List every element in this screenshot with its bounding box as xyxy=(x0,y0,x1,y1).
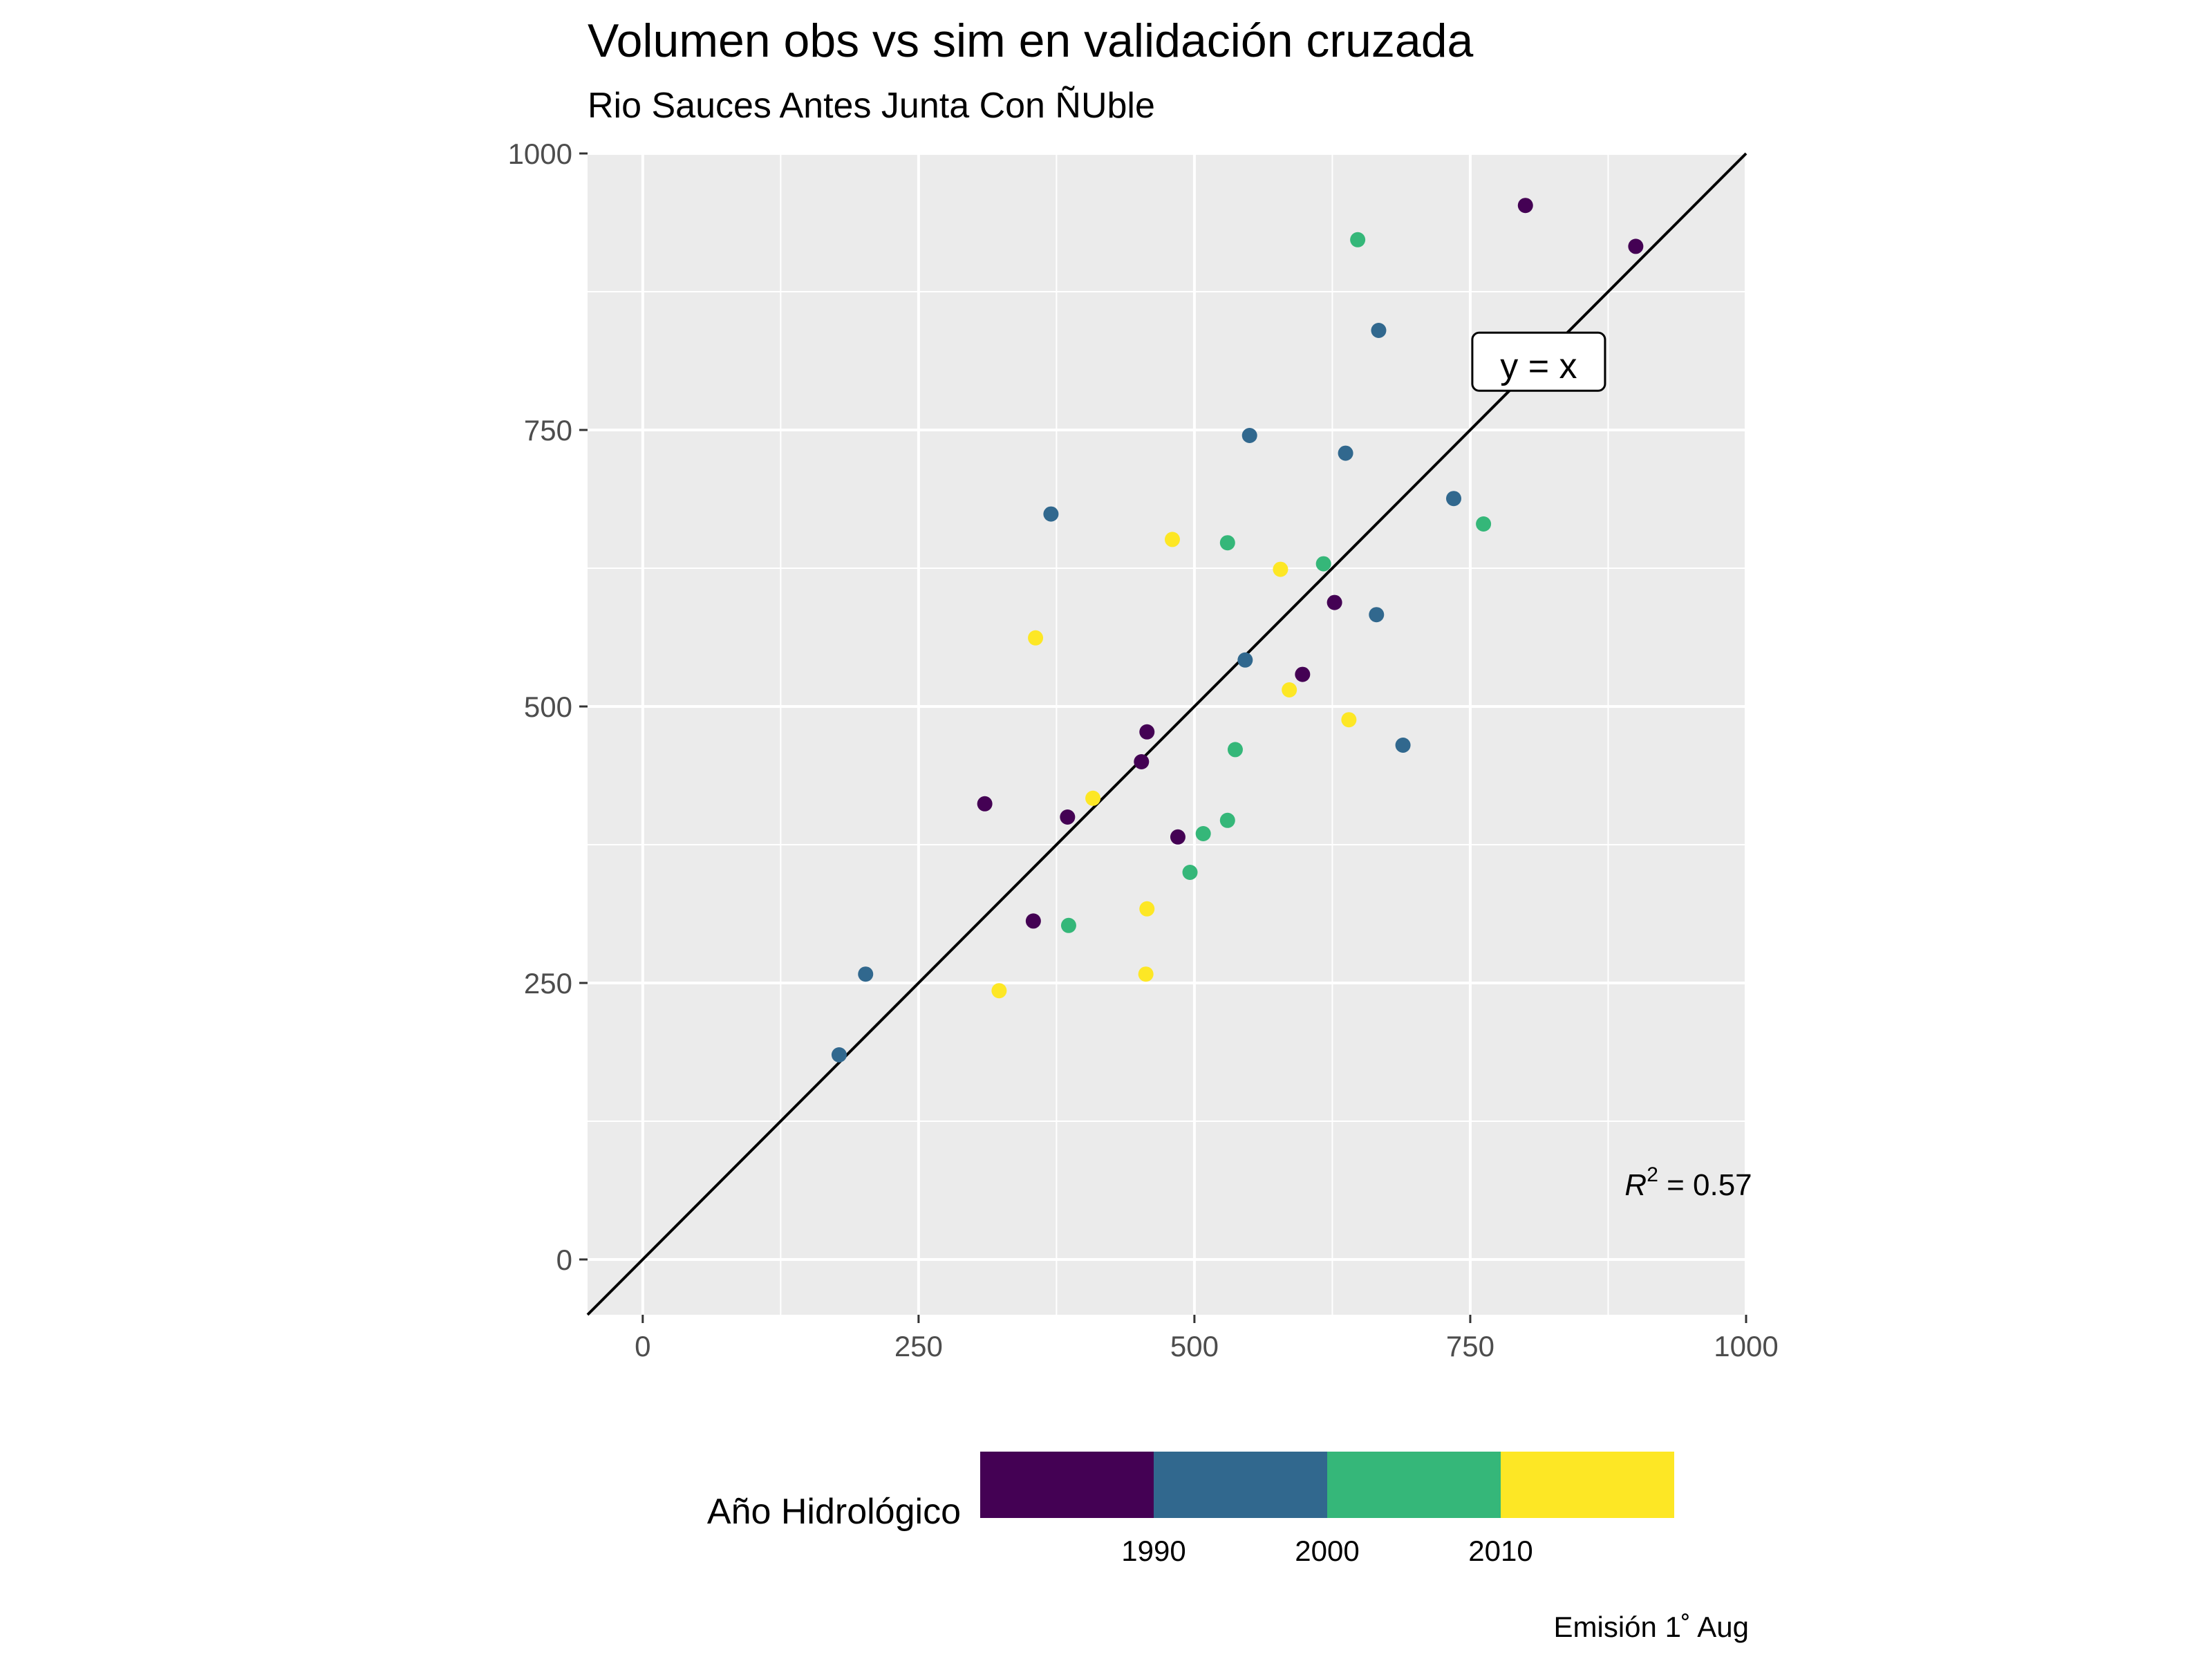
y-tick-label: 750 xyxy=(524,414,572,447)
chart-title: Volumen obs vs sim en validación cruzada xyxy=(588,15,1474,67)
x-tick-label: 250 xyxy=(894,1330,943,1362)
data-point xyxy=(1139,901,1155,917)
legend-color-segment xyxy=(980,1452,1154,1518)
legend-labels: 1990 2000 2010 xyxy=(1121,1535,1533,1567)
annotations: y = x R2 = 0.57 xyxy=(1471,331,1752,1202)
data-point xyxy=(1273,561,1288,577)
data-point xyxy=(1315,556,1331,572)
data-point xyxy=(1170,829,1185,845)
data-point xyxy=(1085,790,1101,806)
x-tick-label: 500 xyxy=(1170,1330,1219,1362)
data-point xyxy=(1060,809,1076,825)
data-point xyxy=(1282,682,1297,697)
r-squared-annotation: R2 = 0.57 xyxy=(1624,1163,1752,1202)
legend-colorbar xyxy=(980,1452,1674,1518)
r2-symbol: R xyxy=(1624,1168,1647,1202)
reference-label-box xyxy=(1471,331,1606,392)
x-tick-label: 750 xyxy=(1446,1330,1494,1362)
data-point xyxy=(1028,630,1044,646)
data-point xyxy=(1134,754,1150,769)
data-point xyxy=(1138,966,1154,982)
data-point xyxy=(1327,594,1342,610)
data-point xyxy=(1371,323,1387,338)
legend: Año Hidrológico 1990 2000 2010 xyxy=(707,1452,1674,1567)
y-tick-label: 250 xyxy=(524,967,572,1000)
y-tick-label: 0 xyxy=(556,1244,572,1276)
data-point xyxy=(977,796,993,812)
data-point xyxy=(1517,198,1533,214)
data-point xyxy=(991,983,1007,999)
data-point xyxy=(831,1047,847,1062)
data-point xyxy=(1227,742,1243,758)
data-point xyxy=(1219,535,1235,551)
data-point xyxy=(1164,532,1180,547)
data-point xyxy=(1295,666,1311,682)
data-point xyxy=(1341,712,1357,728)
data-point xyxy=(1195,826,1211,841)
chart-subtitle: Rio Sauces Antes Junta Con ÑUble xyxy=(588,86,1155,126)
legend-label: 2010 xyxy=(1468,1535,1533,1567)
data-point xyxy=(1476,516,1492,532)
y-tick-label: 500 xyxy=(524,691,572,723)
data-point xyxy=(1628,238,1644,254)
data-point xyxy=(1060,917,1076,933)
data-point xyxy=(858,966,874,982)
r2-exponent: 2 xyxy=(1647,1163,1658,1186)
y-tick-label: 1000 xyxy=(508,138,572,170)
data-point xyxy=(1025,913,1041,929)
x-tick-label: 1000 xyxy=(1714,1330,1778,1362)
reference-label: y = x xyxy=(1500,346,1577,386)
data-point xyxy=(1446,491,1462,507)
legend-color-segment xyxy=(1154,1452,1327,1518)
data-point xyxy=(1338,445,1353,461)
x-tick-label: 0 xyxy=(635,1330,650,1362)
legend-color-segment xyxy=(1501,1452,1674,1518)
data-point xyxy=(1369,607,1385,623)
data-point xyxy=(1182,865,1198,880)
data-point xyxy=(1139,724,1155,740)
axes: 0 250 500 750 1000 0 250 500 750 1000 xyxy=(508,138,1779,1362)
data-point xyxy=(1350,232,1366,247)
chart-caption: Emisión 1˚ Aug xyxy=(1554,1611,1749,1643)
data-points xyxy=(831,198,1644,1062)
grid-lines xyxy=(588,152,1747,1315)
data-point xyxy=(1395,738,1411,753)
r2-value: = 0.57 xyxy=(1658,1168,1752,1202)
legend-color-segment xyxy=(1327,1452,1501,1518)
data-point xyxy=(1237,652,1253,668)
data-point xyxy=(1241,428,1257,443)
legend-title: Año Hidrológico xyxy=(707,1492,961,1532)
data-point xyxy=(1043,506,1059,522)
legend-label: 2000 xyxy=(1295,1535,1359,1567)
data-point xyxy=(1219,812,1235,828)
legend-label: 1990 xyxy=(1121,1535,1185,1567)
